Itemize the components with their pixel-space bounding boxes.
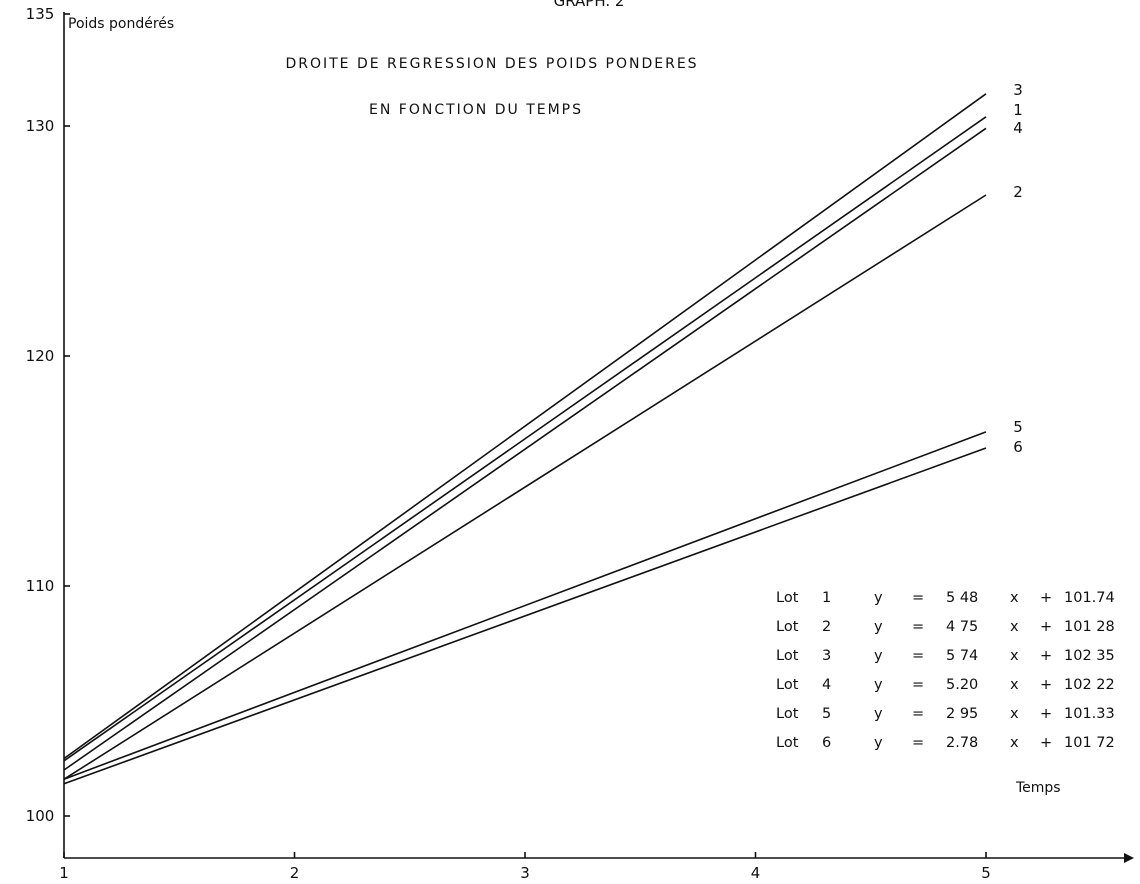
equation-5-b: 101.33 — [1064, 706, 1115, 722]
equation-3-plus: + — [1040, 648, 1052, 664]
series-label-3: 3 — [1013, 81, 1023, 99]
series-line-6 — [63, 447, 987, 785]
equation-6-plus: + — [1040, 735, 1052, 751]
equation-6-x: x — [1010, 735, 1019, 751]
equation-1-a: 5 48 — [946, 590, 978, 606]
y-tick-label-135: 135 — [26, 5, 55, 23]
equation-2-x: x — [1010, 619, 1019, 635]
y-tick-label-110: 110 — [26, 577, 55, 595]
y-tick-label-120: 120 — [26, 347, 55, 365]
equation-6-a: 2.78 — [946, 735, 978, 751]
equation-1-b: 101.74 — [1064, 590, 1115, 606]
equation-4-b: 102 22 — [1064, 677, 1115, 693]
equation-4-y: y — [874, 677, 883, 693]
equation-6-y: y — [874, 735, 883, 751]
x-axis-label: Temps — [1015, 780, 1061, 796]
equation-5-x: x — [1010, 706, 1019, 722]
equation-1-eq: = — [912, 590, 924, 606]
equation-5-lot: Lot — [776, 706, 799, 722]
equation-2-lot: Lot — [776, 619, 799, 635]
equation-6-num: 6 — [822, 735, 831, 751]
series-line-5 — [63, 431, 987, 780]
equation-6-lot: Lot — [776, 735, 799, 751]
equation-1-num: 1 — [822, 590, 831, 606]
series-line-3 — [63, 93, 987, 760]
series-label-2: 2 — [1013, 183, 1023, 201]
y-tick-label-100: 100 — [26, 807, 55, 825]
equation-2-a: 4 75 — [946, 619, 978, 635]
equation-3-a: 5 74 — [946, 648, 978, 664]
equation-4-a: 5.20 — [946, 677, 978, 693]
equation-3-x: x — [1010, 648, 1019, 664]
equation-3-y: y — [874, 648, 883, 664]
series-line-4 — [63, 127, 987, 771]
equation-6-eq: = — [912, 735, 924, 751]
equation-5-plus: + — [1040, 706, 1052, 722]
y-axis-label: Poids pondérés — [68, 16, 174, 32]
equation-4-x: x — [1010, 677, 1019, 693]
equation-3-b: 102 35 — [1064, 648, 1115, 664]
series-line-1 — [63, 116, 987, 762]
equation-5-eq: = — [912, 706, 924, 722]
equation-1-y: y — [874, 590, 883, 606]
equation-1-x: x — [1010, 590, 1019, 606]
equation-2-y: y — [874, 619, 883, 635]
equation-6-b: 101 72 — [1064, 735, 1115, 751]
chart-title: DROITE DE REGRESSION DES POIDS PONDERES — [285, 56, 698, 72]
equation-4-plus: + — [1040, 677, 1052, 693]
equation-5-a: 2 95 — [946, 706, 978, 722]
equation-2-plus: + — [1040, 619, 1052, 635]
equation-2-b: 101 28 — [1064, 619, 1115, 635]
chart-subtitle: EN FONCTION DU TEMPS — [369, 102, 583, 118]
x-tick-label-3: 3 — [520, 864, 530, 882]
equation-3-lot: Lot — [776, 648, 799, 664]
series-line-2 — [63, 194, 987, 780]
equation-4-num: 4 — [822, 677, 831, 693]
series-label-6: 6 — [1013, 438, 1023, 456]
x-tick-label-2: 2 — [290, 864, 300, 882]
x-tick-label-4: 4 — [751, 864, 761, 882]
graph-header: GRAPH. 2 — [554, 0, 625, 10]
series-label-1: 1 — [1013, 101, 1023, 119]
equation-1-lot: Lot — [776, 590, 799, 606]
equation-3-num: 3 — [822, 648, 831, 664]
equation-4-lot: Lot — [776, 677, 799, 693]
series-label-5: 5 — [1013, 418, 1023, 436]
y-tick-label-130: 130 — [26, 117, 55, 135]
x-axis-arrow-icon — [1124, 853, 1134, 863]
series-label-4: 4 — [1013, 119, 1023, 137]
x-tick-label-5: 5 — [981, 864, 991, 882]
equation-4-eq: = — [912, 677, 924, 693]
equation-2-eq: = — [912, 619, 924, 635]
equation-5-num: 5 — [822, 706, 831, 722]
equation-1-plus: + — [1040, 590, 1052, 606]
equation-5-y: y — [874, 706, 883, 722]
x-tick-label-1: 1 — [59, 864, 69, 882]
equation-3-eq: = — [912, 648, 924, 664]
equation-2-num: 2 — [822, 619, 831, 635]
